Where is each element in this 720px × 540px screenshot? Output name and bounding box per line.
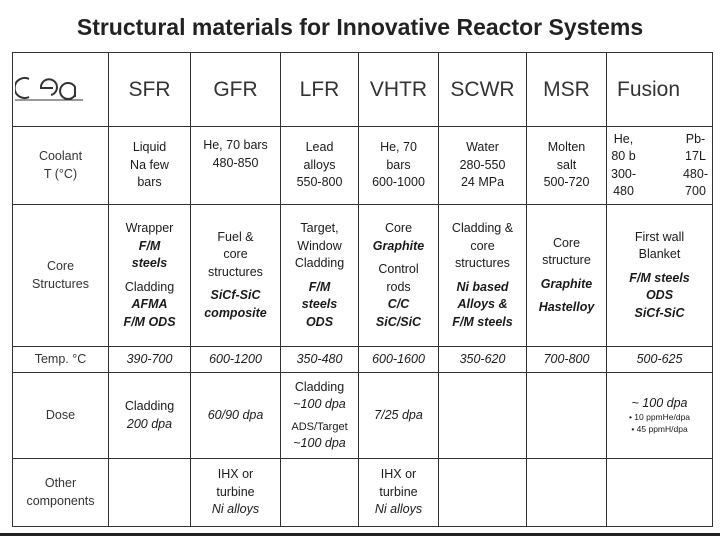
coolant-sfr: Liquid Na few bars bbox=[108, 126, 191, 205]
materials-table: SFR GFR LFR VHTR SCWR MSR Fusion Coolant… bbox=[12, 52, 713, 527]
temp-msr: 700-800 bbox=[526, 346, 607, 373]
coolant-msr: Molten salt 500-720 bbox=[526, 126, 607, 205]
other-sfr bbox=[108, 458, 191, 527]
other-msr bbox=[526, 458, 607, 527]
dose-sfr: Cladding 200 dpa bbox=[108, 372, 191, 459]
col-header-gfr: GFR bbox=[190, 52, 281, 127]
coolant-fusion-he: He, 80 b 300- 480 bbox=[611, 131, 637, 199]
dose-scwr bbox=[438, 372, 527, 459]
col-header-fusion: Fusion bbox=[606, 52, 713, 127]
header-row: SFR GFR LFR VHTR SCWR MSR Fusion bbox=[12, 52, 713, 127]
other-components-row: Other components IHX or turbine Ni alloy… bbox=[12, 458, 713, 527]
dose-vhtr: 7/25 dpa bbox=[358, 372, 439, 459]
coolant-scwr: Water 280-550 24 MPa bbox=[438, 126, 527, 205]
row-label-coolant: Coolant T (°C) bbox=[12, 126, 109, 205]
core-lfr: Target, Window Cladding F/M steels ODS bbox=[280, 204, 359, 347]
temp-vhtr: 600-1600 bbox=[358, 346, 439, 373]
core-vhtr: Core Graphite Control rods C/C SiC/SiC bbox=[358, 204, 439, 347]
temp-gfr: 600-1200 bbox=[190, 346, 281, 373]
row-label-dose: Dose bbox=[12, 372, 109, 459]
coolant-gfr: He, 70 bars 480-850 bbox=[190, 126, 281, 205]
core-structures-row: Core Structures Wrapper F/M steels Cladd… bbox=[12, 204, 713, 347]
core-msr: Core structure Graphite Hastelloy bbox=[526, 204, 607, 347]
coolant-fusion-pb: Pb- 17L 480- 700 bbox=[682, 131, 708, 199]
row-label-other: Other components bbox=[12, 458, 109, 527]
dose-row: Dose Cladding 200 dpa 60/90 dpa Cladding… bbox=[12, 372, 713, 459]
core-fusion: First wall Blanket F/M steels ODS SiCf-S… bbox=[606, 204, 713, 347]
dose-lfr: Cladding ~100 dpa ADS/Target ~100 dpa bbox=[280, 372, 359, 459]
coolant-fusion: He, 80 b 300- 480 Pb- 17L 480- 700 bbox=[606, 126, 713, 205]
coolant-vhtr: He, 70 bars 600-1000 bbox=[358, 126, 439, 205]
core-gfr: Fuel & core structures SiCf-SiC composit… bbox=[190, 204, 281, 347]
other-gfr: IHX or turbine Ni alloys bbox=[190, 458, 281, 527]
col-header-scwr: SCWR bbox=[438, 52, 527, 127]
other-vhtr: IHX or turbine Ni alloys bbox=[358, 458, 439, 527]
page-title: Structural materials for Innovative Reac… bbox=[76, 14, 644, 40]
other-scwr bbox=[438, 458, 527, 527]
core-sfr: Wrapper F/M steels Cladding AFMA F/M ODS bbox=[108, 204, 191, 347]
col-header-vhtr: VHTR bbox=[358, 52, 439, 127]
col-header-msr: MSR bbox=[526, 52, 607, 127]
dose-msr bbox=[526, 372, 607, 459]
coolant-lfr: Lead alloys 550-800 bbox=[280, 126, 359, 205]
logo-cell bbox=[12, 52, 109, 127]
row-label-temp: Temp. °C bbox=[12, 346, 109, 373]
dose-gfr: 60/90 dpa bbox=[190, 372, 281, 459]
other-lfr bbox=[280, 458, 359, 527]
temp-sfr: 390-700 bbox=[108, 346, 191, 373]
bottom-rule bbox=[0, 533, 720, 536]
temp-fusion: 500-625 bbox=[606, 346, 713, 373]
col-header-lfr: LFR bbox=[280, 52, 359, 127]
coolant-row: Coolant T (°C) Liquid Na few bars He, 70… bbox=[12, 126, 713, 205]
row-label-core: Core Structures bbox=[12, 204, 109, 347]
temp-scwr: 350-620 bbox=[438, 346, 527, 373]
dose-fusion: ~ 100 dpa • 10 ppmHe/dpa • 45 ppmH/dpa bbox=[606, 372, 713, 459]
temp-lfr: 350-480 bbox=[280, 346, 359, 373]
temperature-row: Temp. °C 390-700 600-1200 350-480 600-16… bbox=[12, 346, 713, 373]
col-header-sfr: SFR bbox=[108, 52, 191, 127]
other-fusion bbox=[606, 458, 713, 527]
cea-logo-icon bbox=[13, 76, 83, 101]
core-scwr: Cladding & core structures Ni based Allo… bbox=[438, 204, 527, 347]
